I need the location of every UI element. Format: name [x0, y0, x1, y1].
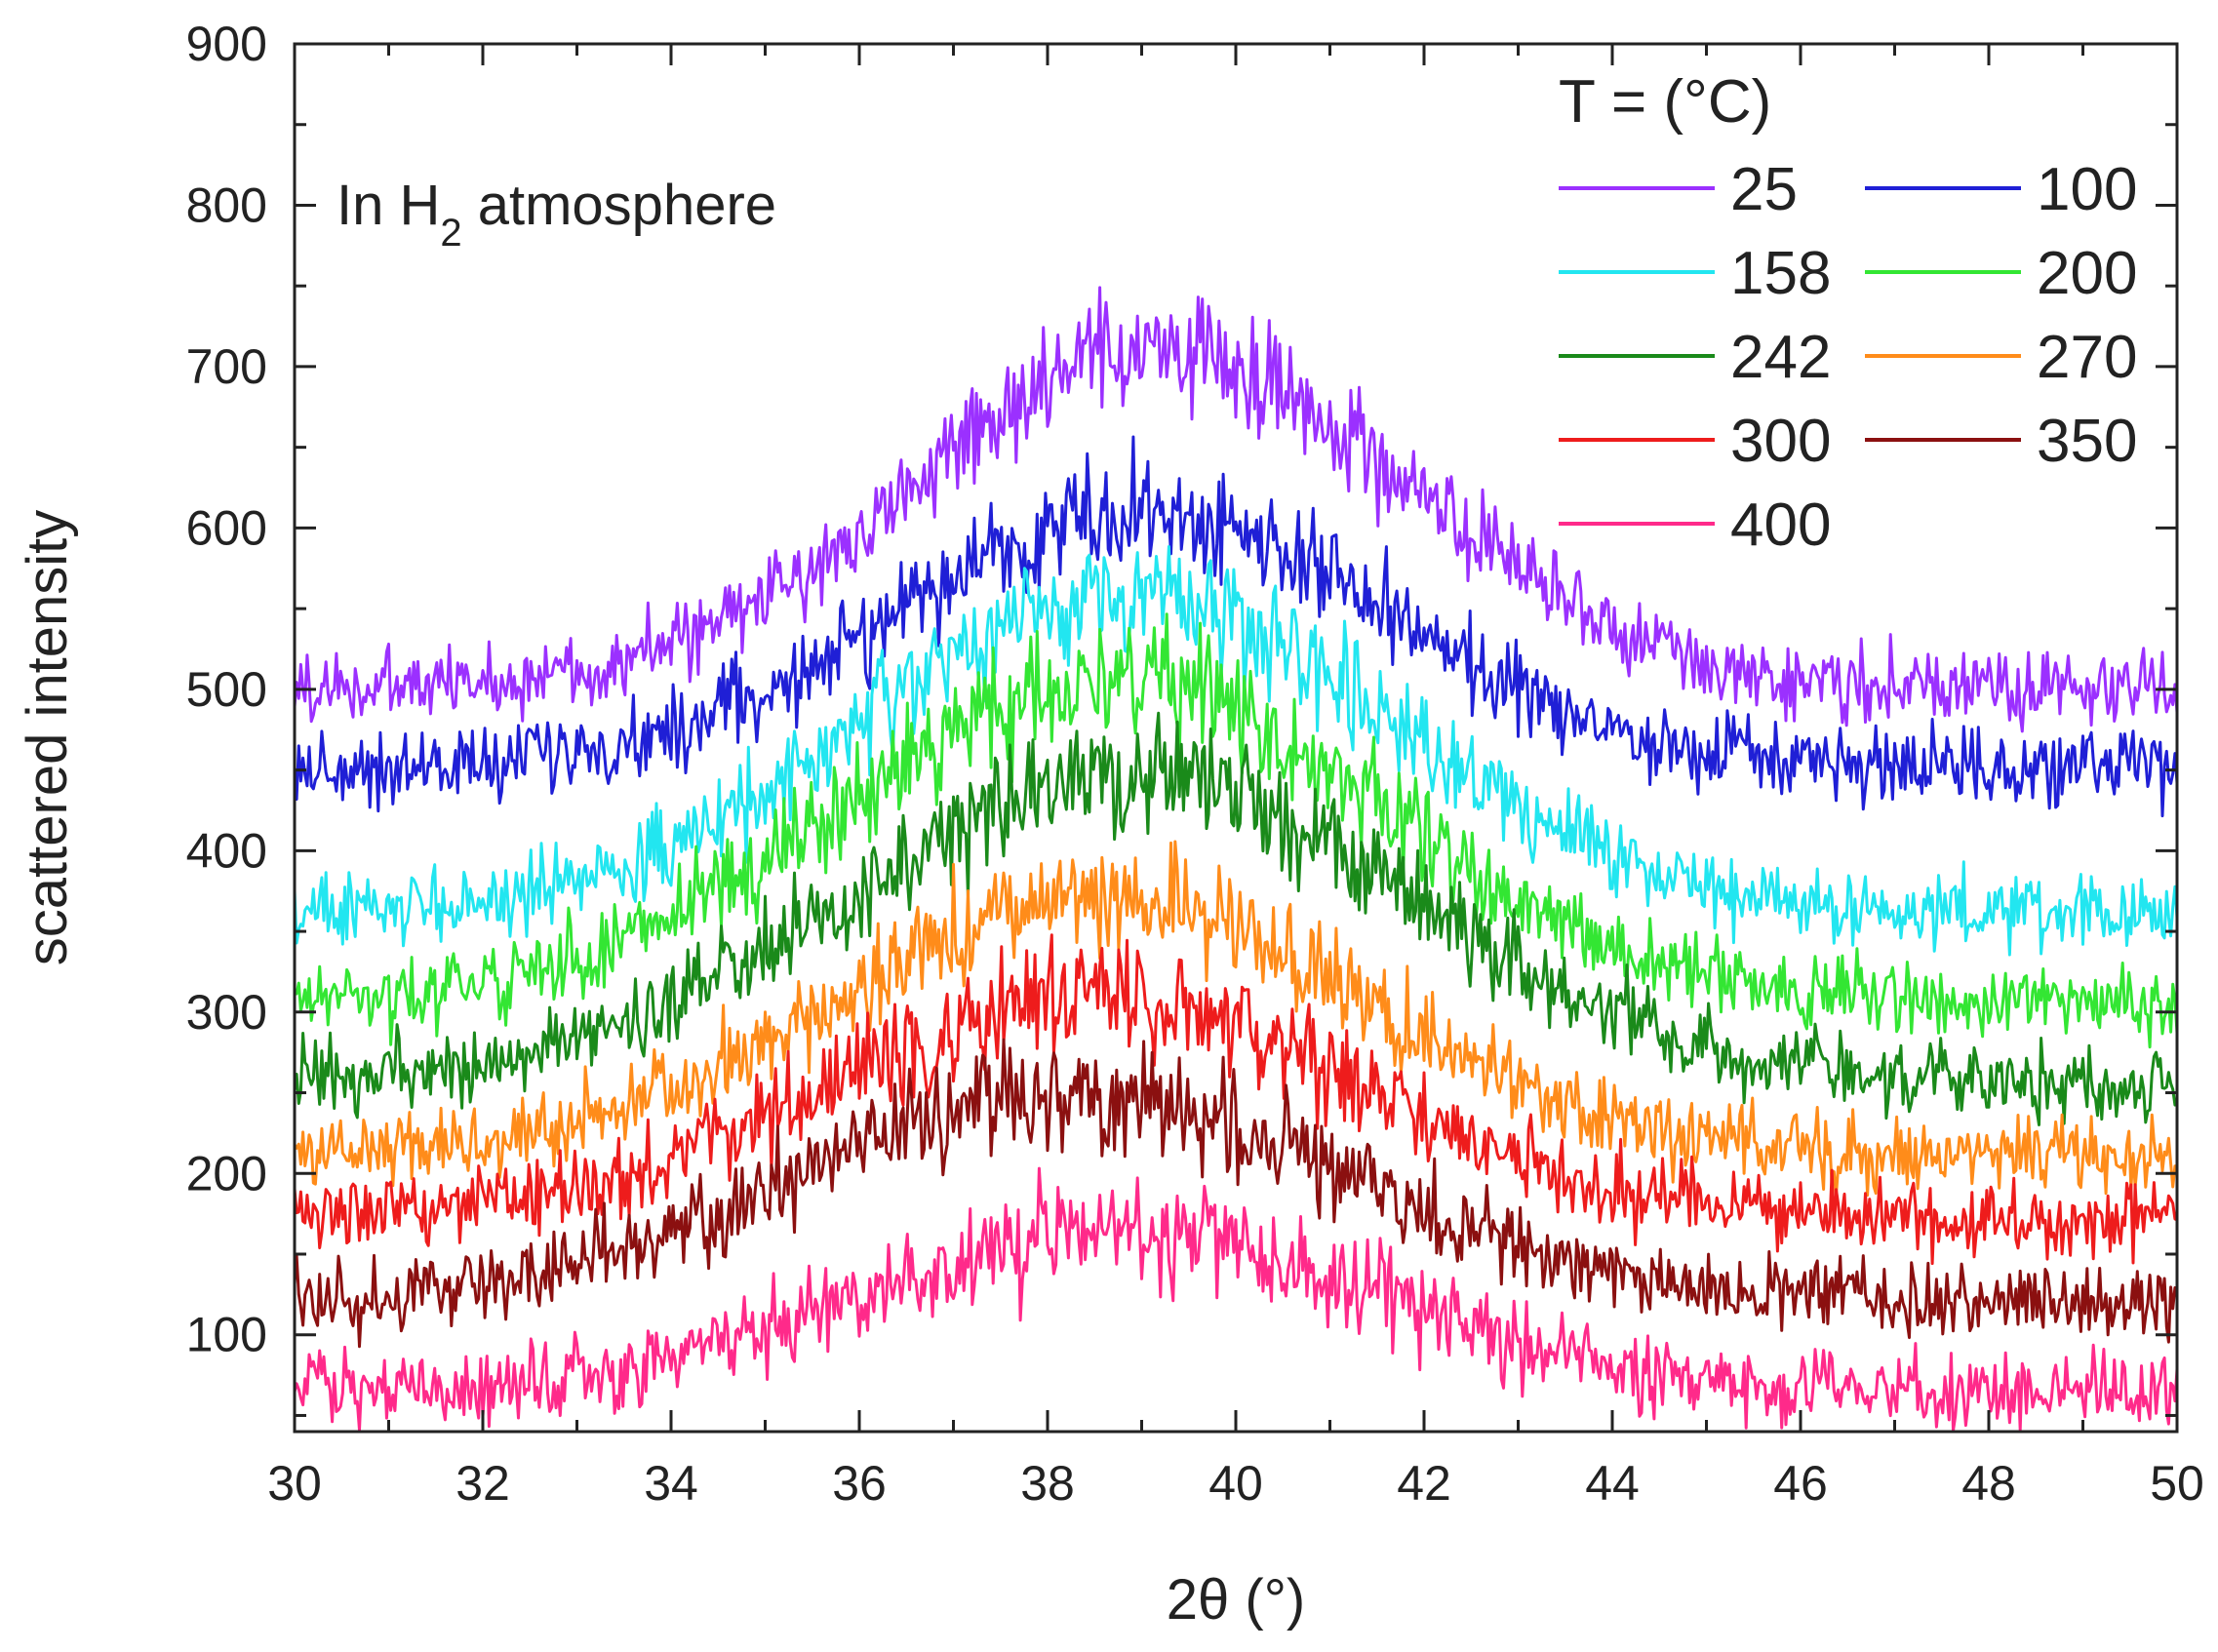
legend: T = (°C) 25 100 158 200 242 270 300 350 400 [1559, 68, 2137, 559]
ticks-layer [293, 42, 2179, 1432]
x-tick-label: 34 [644, 1456, 698, 1511]
y-tick-label: 900 [186, 17, 267, 71]
y-tick-label: 700 [186, 339, 267, 394]
series-line-100 [293, 435, 2179, 818]
x-tick-label: 32 [455, 1456, 510, 1511]
y-tick-label: 400 [186, 823, 267, 878]
series-line-200 [294, 612, 2179, 1049]
annotation-subscript: 2 [440, 212, 461, 255]
legend-label-200: 200 [2037, 240, 2137, 307]
y-tick-label: 300 [186, 985, 267, 1040]
x-tick-label: 42 [1397, 1456, 1451, 1511]
x-tick-label: 46 [1773, 1456, 1828, 1511]
legend-label-158: 158 [1730, 240, 1831, 307]
tick-labels-layer: 30 32 34 36 38 40 42 44 46 48 50 100 200 300 400 500 600… [186, 17, 2204, 1511]
x-tick-label: 30 [267, 1456, 322, 1511]
y-tick-label: 800 [186, 177, 267, 232]
legend-label-300: 300 [1730, 408, 1831, 475]
annotation-suffix: atmosphere [462, 174, 776, 237]
y-tick-label: 200 [186, 1146, 267, 1200]
x-tick-label: 38 [1020, 1456, 1075, 1511]
legend-label-270: 270 [2037, 324, 2137, 391]
y-tick-label: 100 [186, 1308, 267, 1362]
legend-label-350: 350 [2037, 408, 2137, 475]
legend-label-400: 400 [1730, 492, 1831, 559]
legend-label-25: 25 [1730, 156, 1798, 223]
x-axis-title: 2θ (°) [1167, 1568, 1305, 1632]
x-tick-label: 50 [2150, 1456, 2204, 1511]
x-tick-label: 44 [1585, 1456, 1640, 1511]
x-tick-label: 36 [832, 1456, 887, 1511]
series-line-25 [293, 286, 2179, 733]
series-line-300 [293, 933, 2178, 1266]
legend-label-242: 242 [1730, 324, 1831, 391]
atmosphere-annotation: In H2 atmosphere [337, 174, 776, 255]
x-tick-label: 40 [1208, 1456, 1263, 1511]
series-line-158 [293, 545, 2179, 957]
series-layer [293, 286, 2179, 1433]
legend-label-100: 100 [2037, 156, 2137, 223]
y-axis-title: scattered intensity [16, 510, 79, 965]
y-tick-label: 600 [186, 500, 267, 555]
legend-title: T = (°C) [1559, 68, 1771, 136]
series-line-350 [293, 1038, 2179, 1349]
series-line-242 [293, 711, 2179, 1126]
y-tick-label: 500 [186, 662, 267, 717]
series-line-270 [293, 840, 2178, 1198]
series-line-400 [293, 1166, 2179, 1433]
x-tick-label: 48 [1961, 1456, 2016, 1511]
annotation-prefix: In H [337, 174, 440, 237]
